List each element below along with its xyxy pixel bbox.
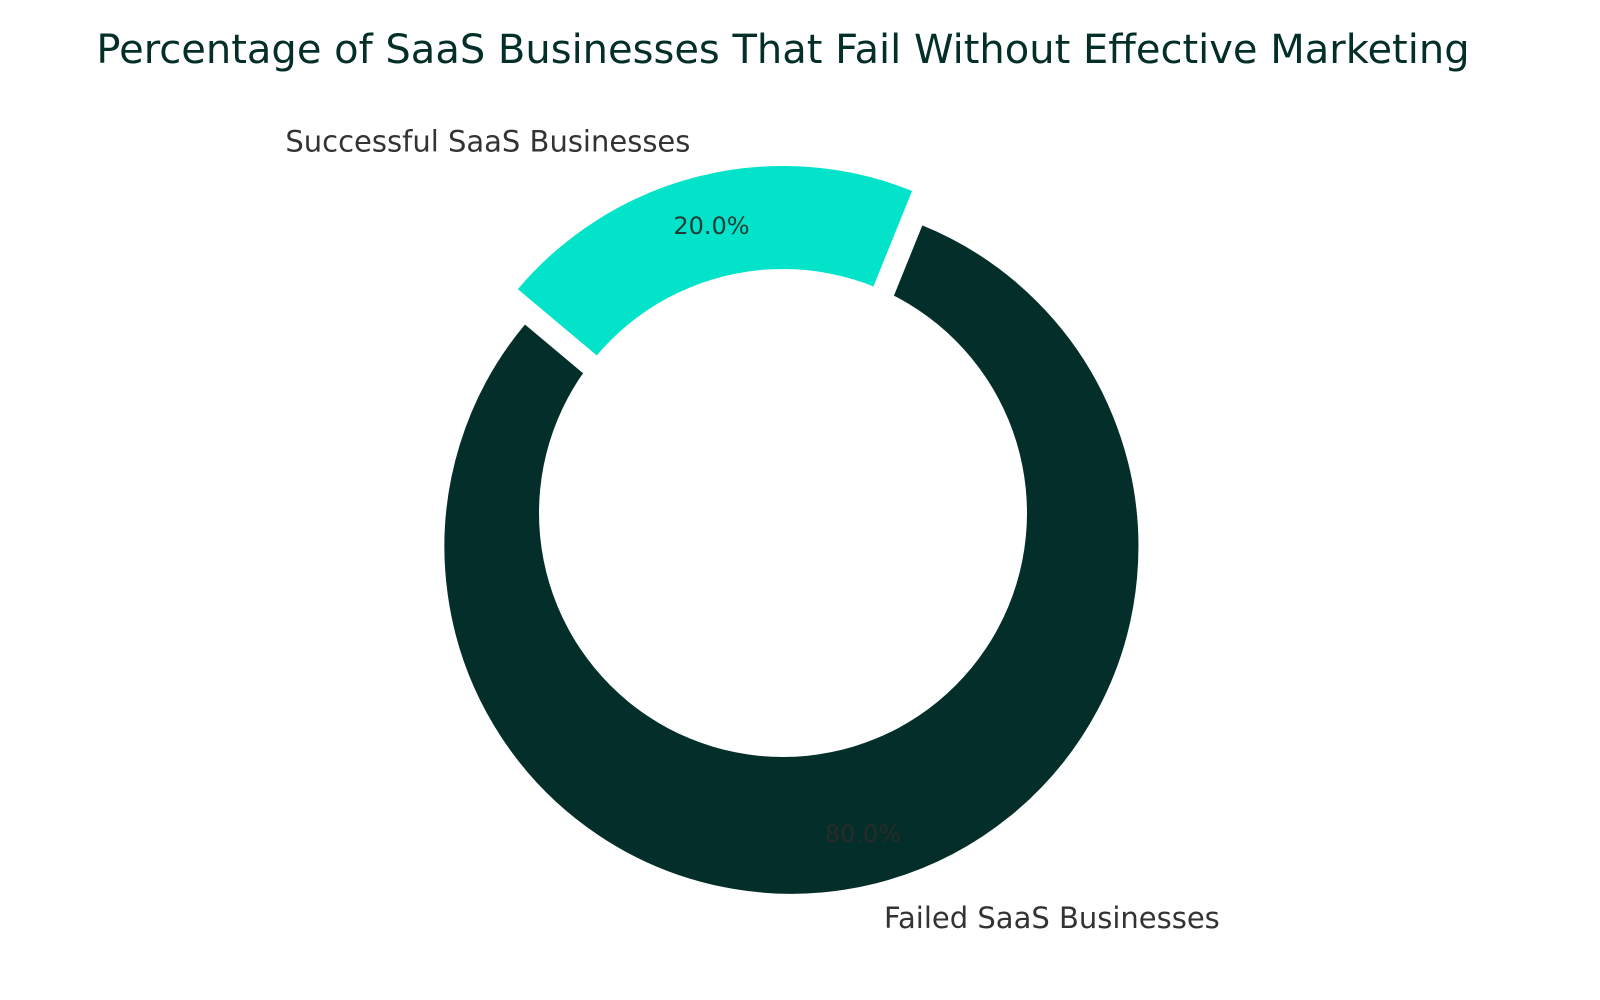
wedge-labels: 20.0% Successful SaaS Businesses 80.0% Fail…	[285, 125, 1219, 936]
pct-label-failed: 80.0%	[825, 820, 901, 848]
category-label-failed: Failed SaaS Businesses	[884, 901, 1220, 935]
chart-title: Percentage of SaaS Businesses That Fail …	[96, 27, 1469, 73]
category-label-successful: Successful SaaS Businesses	[285, 125, 690, 159]
donut-hole	[539, 269, 1027, 757]
pct-label-successful: 20.0%	[673, 212, 749, 240]
